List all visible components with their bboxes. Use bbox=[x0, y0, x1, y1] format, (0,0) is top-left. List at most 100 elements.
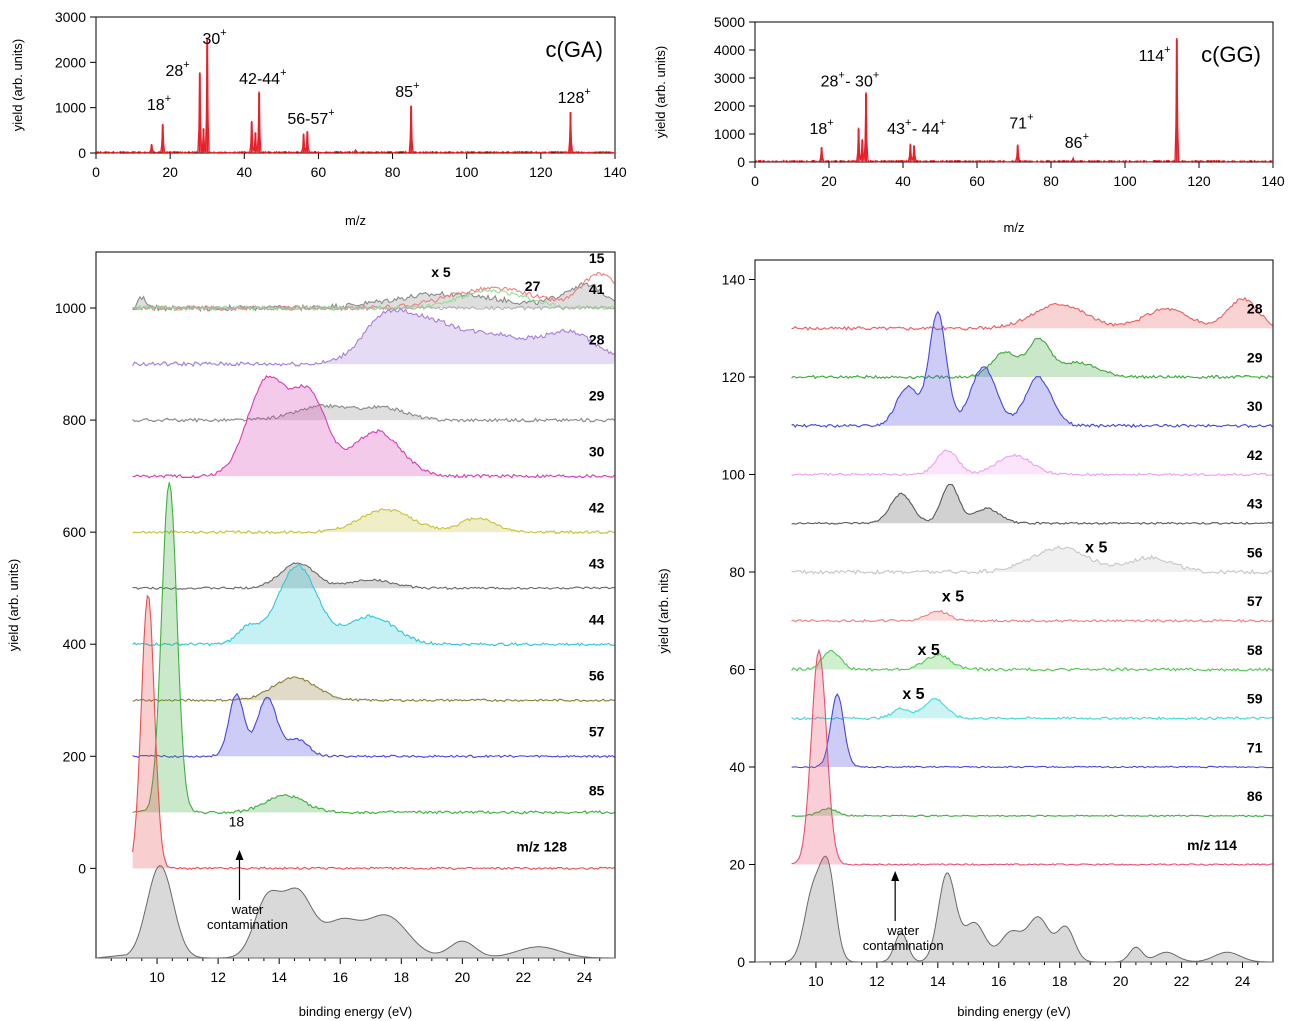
pes_ga-series-label: 27 bbox=[525, 278, 541, 294]
pes_ga-series-fill bbox=[132, 282, 615, 311]
ms_gg-peak-label: 71+ bbox=[1009, 111, 1033, 132]
pes_gg-series-label: 43 bbox=[1247, 496, 1263, 512]
photoelectron-ga-panel: 10 12 14 16 18 20 22 24 0 200 400 600 800 1000 binding… bbox=[6, 250, 616, 1019]
ms_gg-xtick-label: 140 bbox=[1261, 173, 1285, 189]
photoelectron-gg-panel: 10 12 14 16 18 20 22 24 0 20 40 60 80 100 120 140 bindin… bbox=[656, 259, 1274, 1019]
pes_gg-series-line bbox=[791, 310, 1273, 429]
pes_ga-ytick-label: 200 bbox=[63, 748, 87, 764]
ms_gg-xtick-label: 120 bbox=[1187, 173, 1211, 189]
pes_ga-xtick-label: 24 bbox=[577, 969, 593, 985]
pes_ga-xtick-label: 12 bbox=[210, 969, 226, 985]
pes_ga-series-line bbox=[132, 271, 615, 312]
pes_ga-series-line bbox=[132, 305, 615, 311]
pes_ga-annotation-line1: water bbox=[231, 902, 264, 917]
ms_gg-xtick-label: 0 bbox=[751, 173, 759, 189]
pes_gg-series-fill bbox=[791, 311, 1273, 428]
pes_ga-series-label: 28 bbox=[589, 331, 605, 347]
pes_ga-series-fill bbox=[132, 375, 615, 478]
pes_ga-series-line bbox=[132, 375, 615, 479]
ms_gg-spectrum-line bbox=[754, 37, 1274, 164]
ms_ga-xtick-label: 80 bbox=[385, 164, 401, 180]
pes_gg-series-fill bbox=[791, 338, 1273, 379]
pes_gg-series-fill bbox=[791, 546, 1273, 574]
pes_gg-ytick-label: 100 bbox=[722, 467, 746, 483]
pes_gg-total-spectrum bbox=[754, 855, 1273, 963]
pes_ga-series-fill bbox=[132, 404, 615, 422]
pes_ga-annotation-arrowhead bbox=[235, 849, 244, 860]
ms_ga-peak-label: 18+ bbox=[147, 93, 171, 114]
ms_gg-peak-label: 43+ bbox=[887, 117, 911, 138]
pes_gg-series-label: 30 bbox=[1247, 398, 1263, 414]
ms_gg-xtick-label: 20 bbox=[821, 173, 837, 189]
pes_gg-series-fill bbox=[791, 650, 1273, 671]
ms_gg-ytick-label: 2000 bbox=[714, 98, 745, 114]
pes_ga-series-fill bbox=[132, 564, 615, 646]
pes_gg-scale-label: x 5 bbox=[1085, 540, 1107, 557]
pes_gg-xtick-label: 18 bbox=[1052, 973, 1068, 989]
pes_gg-ylabel: yield (arb. nits) bbox=[656, 568, 671, 653]
pes_gg-xtick-label: 22 bbox=[1174, 973, 1190, 989]
pes_gg-xlabel: binding energy (eV) bbox=[957, 1004, 1070, 1019]
pes_gg-series-label: m/z 114 bbox=[1187, 837, 1237, 853]
pes_ga-series-label: m/z 128 bbox=[516, 839, 567, 855]
pes_ga-series-line bbox=[132, 564, 615, 647]
pes_gg-series-label: 59 bbox=[1247, 691, 1263, 707]
pes_gg-series-line bbox=[791, 483, 1273, 525]
ms_ga-peak-label: 128+ bbox=[558, 86, 591, 107]
pes_gg-xtick-label: 24 bbox=[1235, 973, 1251, 989]
ms_ga-peak-label: 28+ bbox=[165, 59, 189, 80]
pes_ga-series-line bbox=[132, 508, 615, 535]
mass-spectrum-gg-panel: 0 20 40 60 80 100 120 140 0 1000 2000 3000 4000 5000 m… bbox=[653, 14, 1285, 235]
ms_gg-ytick-label: 4000 bbox=[714, 42, 745, 58]
pes_gg-series-line bbox=[791, 609, 1273, 623]
pes_gg-series-fill bbox=[791, 650, 1273, 866]
pes_gg-series-label: 86 bbox=[1247, 788, 1263, 804]
pes_ga-series-fill bbox=[132, 508, 615, 534]
ms_ga-xtick-label: 120 bbox=[529, 164, 553, 180]
pes_ga-series-label: 42 bbox=[589, 500, 605, 516]
ms_gg-sample-tag: c(GG) bbox=[1201, 42, 1261, 67]
pes_ga-series-fill bbox=[132, 308, 615, 367]
pes_gg-xtick-label: 12 bbox=[869, 973, 885, 989]
pes_ga-xtick-label: 16 bbox=[332, 969, 348, 985]
pes_gg-ytick-label: 20 bbox=[729, 857, 745, 873]
pes_ga-series-fill bbox=[132, 562, 615, 590]
pes_ga-series-fill bbox=[132, 677, 615, 702]
pes_ga-series-label: 15 bbox=[589, 250, 605, 266]
pes_gg-ytick-label: 140 bbox=[722, 272, 746, 288]
pes_ga-series-label: 30 bbox=[589, 444, 605, 460]
pes_ga-series-label: 44 bbox=[589, 612, 605, 628]
pes_ga-xlabel: binding energy (eV) bbox=[299, 1004, 412, 1019]
pes_gg-scale-label: x 5 bbox=[942, 588, 964, 605]
pes_ga-total-spectrum bbox=[95, 865, 615, 959]
pes_ga-ylabel: yield (arb. units) bbox=[6, 559, 21, 651]
pes_ga-xtick-label: 14 bbox=[271, 969, 287, 985]
pes_ga-series-label: x 5 bbox=[431, 264, 451, 280]
pes_gg-annotation-line1: water bbox=[886, 923, 919, 938]
pes_ga-series-line bbox=[132, 562, 615, 591]
pes_ga-series-line bbox=[132, 282, 615, 313]
ms_ga-xtick-label: 40 bbox=[236, 164, 252, 180]
pes_ga-series-label: 56 bbox=[589, 668, 605, 684]
ms_gg-xtick-label: 60 bbox=[969, 173, 985, 189]
ms_gg-peak-label: 28+ bbox=[821, 69, 845, 90]
pes_ga-series-line bbox=[132, 692, 615, 759]
pes_gg-series-line bbox=[791, 449, 1273, 477]
ms_ga-sample-tag: c(GA) bbox=[546, 37, 603, 62]
pes_gg-series-label: 57 bbox=[1247, 593, 1263, 609]
ms_ga-frame bbox=[95, 16, 616, 154]
pes_ga-small-label: 18 bbox=[229, 813, 245, 829]
pes_gg-xtick-label: 10 bbox=[808, 973, 824, 989]
pes_ga-ytick-label: 0 bbox=[78, 860, 86, 876]
ms_ga-xtick-label: 140 bbox=[603, 164, 627, 180]
pes_gg-series-line bbox=[791, 337, 1273, 380]
pes_gg-series-fill bbox=[791, 610, 1273, 622]
pes_ga-series-label: 29 bbox=[589, 387, 605, 403]
pes_ga-series-fill bbox=[132, 693, 615, 758]
ms_gg-ytick-label: 5000 bbox=[714, 14, 745, 30]
pes_ga-series-line bbox=[132, 288, 615, 312]
ms_gg-peak-label: 86+ bbox=[1065, 131, 1089, 152]
pes_gg-series-line bbox=[791, 545, 1273, 576]
pes_ga-ytick-label: 1000 bbox=[55, 300, 86, 316]
